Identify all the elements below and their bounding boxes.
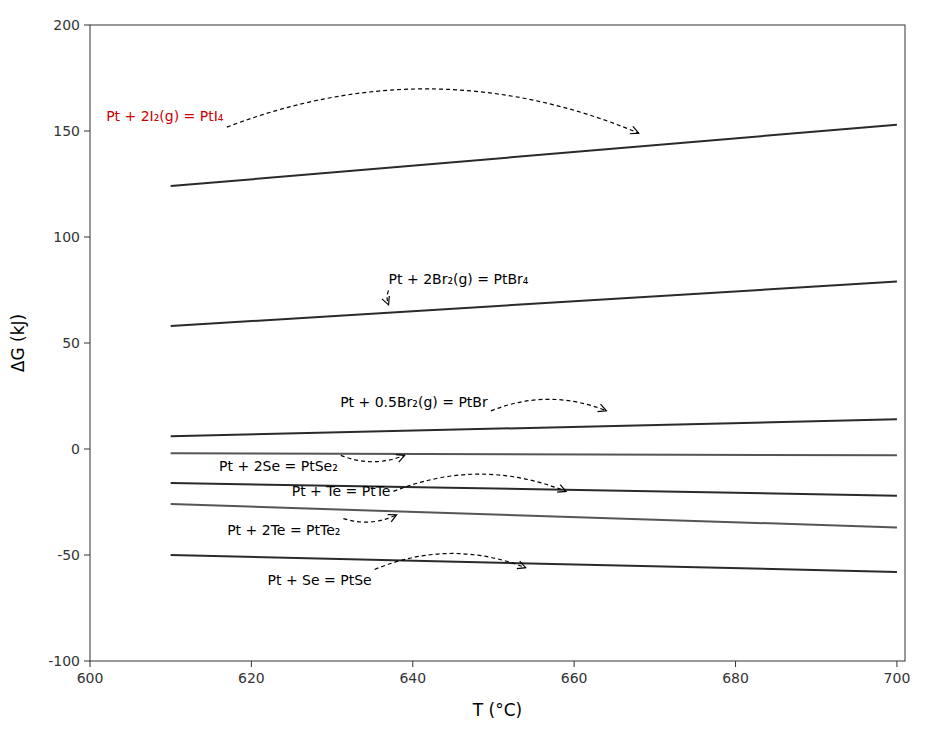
series-group <box>171 125 897 572</box>
y-tick-label: 200 <box>53 17 80 33</box>
x-tick-label: 700 <box>884 670 911 686</box>
annotation-text: Pt + 2Te = PtTe₂ <box>227 522 340 538</box>
series-line <box>171 453 897 455</box>
chart: 600 620 640 660 680 700 -100 -50 0 50 100 150 200 T (… <box>0 0 935 736</box>
series-line <box>171 555 897 572</box>
annotation-text: Pt + 2I₂(g) = PtI₄ <box>106 108 224 124</box>
x-tick-label: 620 <box>238 670 265 686</box>
annotation-text: Pt + Se = PtSe <box>268 572 372 588</box>
series-line <box>171 282 897 327</box>
annotation-arrow <box>491 399 607 411</box>
x-tick <box>90 661 91 667</box>
x-tick-label: 640 <box>399 670 426 686</box>
annotation-text: Pt + 2Br₂(g) = PtBr₄ <box>389 271 529 287</box>
y-tick <box>84 343 90 344</box>
annotation-arrow <box>227 89 639 133</box>
annotation-arrow <box>387 290 388 304</box>
y-tick <box>84 237 90 238</box>
annotation-arrow <box>375 553 526 569</box>
series-line <box>171 125 897 186</box>
x-tick <box>574 661 575 667</box>
y-tick <box>84 555 90 556</box>
y-tick-label: -50 <box>57 547 80 563</box>
y-tick-label: -100 <box>48 653 80 669</box>
x-tick <box>735 661 736 667</box>
x-tick-label: 680 <box>722 670 749 686</box>
x-tick <box>896 661 897 667</box>
annotation-text: Pt + Te = PtTe <box>292 483 391 499</box>
y-tick <box>84 131 90 132</box>
y-tick <box>84 449 90 450</box>
y-tick-label: 50 <box>62 335 80 351</box>
y-tick <box>84 661 90 662</box>
y-axis-label: ΔG (kJ) <box>8 314 28 372</box>
annotation-arrow <box>341 455 405 461</box>
y-tick-label: 100 <box>53 229 80 245</box>
y-tick-label: 0 <box>71 441 80 457</box>
annotation-arrow <box>343 515 396 522</box>
annotation-text: Pt + 0.5Br₂(g) = PtBr <box>340 394 488 410</box>
x-tick <box>251 661 252 667</box>
x-tick-label: 600 <box>77 670 104 686</box>
annotation-text: Pt + 2Se = PtSe₂ <box>219 458 338 474</box>
x-axis-label: T (°C) <box>472 700 522 720</box>
y-tick-label: 150 <box>53 123 80 139</box>
series-line <box>171 483 897 496</box>
x-tick <box>412 661 413 667</box>
plot-frame <box>90 25 905 661</box>
y-tick <box>84 25 90 26</box>
series-line <box>171 419 897 436</box>
annotation-arrow <box>393 474 566 491</box>
x-tick-label: 660 <box>561 670 588 686</box>
